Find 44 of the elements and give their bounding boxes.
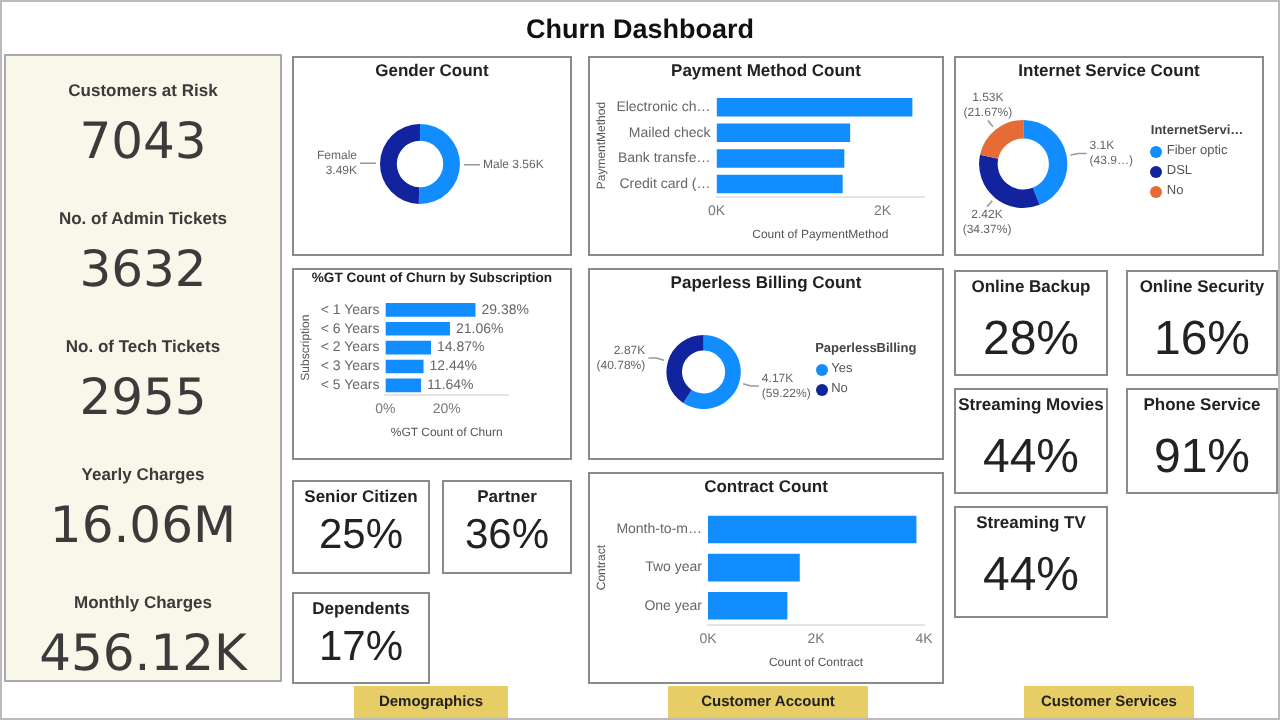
text: 2955 bbox=[77, 368, 209, 426]
text: 91% bbox=[1151, 430, 1253, 486]
text: Online Backup bbox=[969, 276, 1093, 296]
text: 16% bbox=[1151, 312, 1253, 368]
text: 28% bbox=[980, 312, 1082, 368]
text: 36% bbox=[462, 512, 552, 560]
text: 25% bbox=[316, 512, 406, 560]
text: Monthly Charges bbox=[72, 592, 214, 612]
text: Streaming TV bbox=[974, 512, 1088, 532]
bar bbox=[707, 515, 917, 544]
chart-title: Payment Method Count bbox=[669, 60, 863, 80]
text: Streaming Movies bbox=[956, 394, 1106, 414]
bar bbox=[385, 321, 450, 336]
text: 44% bbox=[980, 548, 1082, 604]
text: 3632 bbox=[77, 240, 209, 298]
bar bbox=[716, 149, 845, 168]
text: Online Security bbox=[1137, 276, 1267, 296]
text: Yearly Charges bbox=[79, 464, 207, 484]
bar bbox=[385, 359, 424, 374]
text: 17% bbox=[316, 624, 406, 672]
text: Churn Dashboard bbox=[523, 14, 756, 44]
chart-title: Contract Count bbox=[702, 476, 830, 496]
bar bbox=[385, 340, 431, 355]
text: 16.06M bbox=[47, 496, 239, 554]
text: Partner bbox=[475, 486, 539, 506]
text: Dependents bbox=[310, 598, 412, 618]
bar bbox=[385, 378, 422, 393]
text: Senior Citizen bbox=[302, 486, 420, 506]
text: 44% bbox=[980, 430, 1082, 486]
chart-title: Gender Count bbox=[373, 60, 491, 80]
text: Customers at Risk bbox=[66, 80, 220, 100]
text: No. of Admin Tickets bbox=[56, 208, 230, 228]
bar bbox=[716, 174, 843, 194]
chart-title: Internet Service Count bbox=[1016, 60, 1202, 80]
text: No. of Tech Tickets bbox=[63, 336, 223, 356]
bar bbox=[707, 591, 788, 620]
text: 7043 bbox=[77, 112, 209, 170]
chart-title: Paperless Billing Count bbox=[668, 272, 864, 292]
bar bbox=[385, 303, 476, 317]
bar bbox=[716, 123, 851, 143]
bar bbox=[707, 553, 800, 582]
bar bbox=[716, 97, 913, 117]
text: 456.12K bbox=[37, 624, 250, 682]
text: Phone Service bbox=[1141, 394, 1263, 414]
